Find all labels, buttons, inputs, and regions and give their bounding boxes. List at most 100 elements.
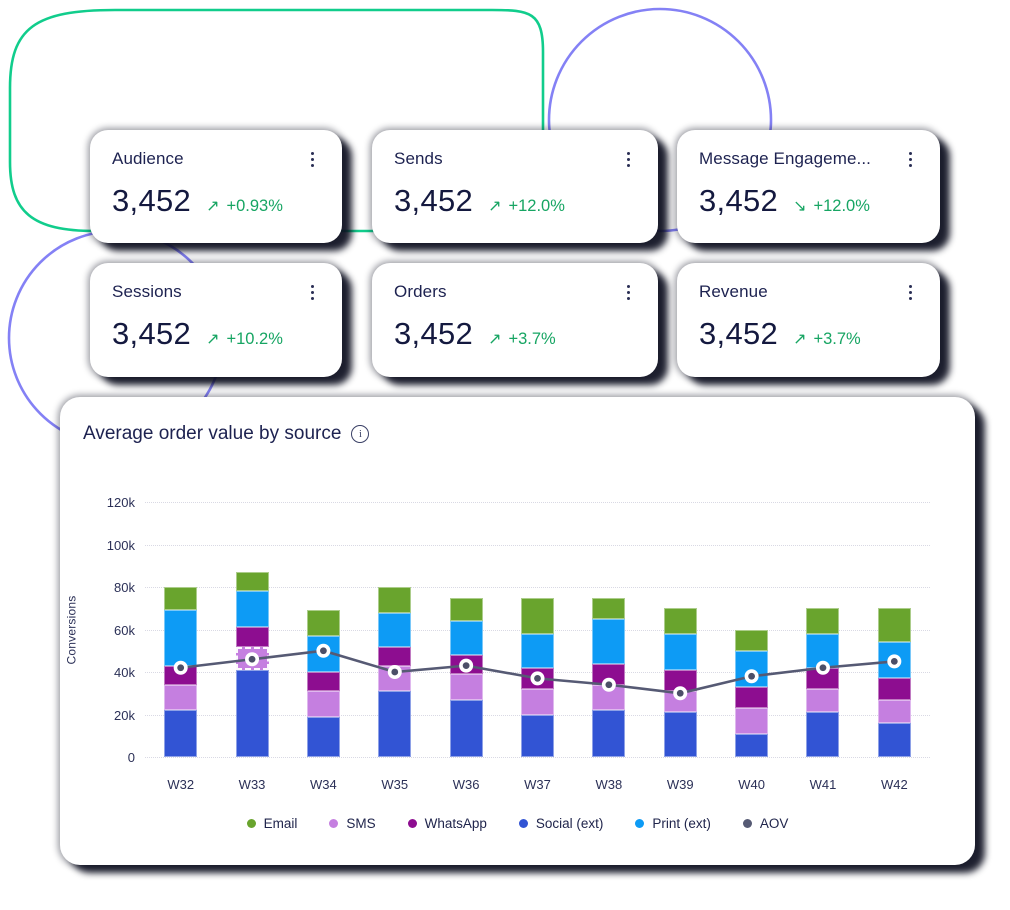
bar-segment-social-ext--w34[interactable] [306,716,340,757]
aov-marker[interactable] [387,665,402,679]
bar-segment-whatsapp-w42[interactable] [877,678,911,700]
aov-marker[interactable] [673,686,688,701]
card-menu-button[interactable] [621,149,636,170]
bar-segment-email-w37[interactable] [521,597,554,634]
aov-marker[interactable] [245,652,260,667]
x-tick-label: W39 [666,777,694,792]
card-title: Sessions [112,282,182,301]
trend-arrow-icon: ↗ [206,330,220,348]
bar-segment-sms-w40[interactable] [735,708,769,734]
bar-segment-sms-w36[interactable] [449,674,483,700]
metric-value: 3,452 [112,315,192,351]
bar-segment-social-ext--w33[interactable] [235,669,269,757]
metric-change: ↗ +10.2% [206,329,283,349]
card-menu-button[interactable] [621,282,636,303]
bar-segment-email-w32[interactable] [164,587,198,611]
change-percent: +3.7% [508,329,556,348]
bar-segment-social-ext--w42[interactable] [877,723,911,757]
info-icon[interactable]: i [351,425,370,443]
bar-segment-whatsapp-w34[interactable] [306,672,340,692]
bar-segment-sms-w42[interactable] [877,699,911,723]
y-tick-label: 80k [114,580,135,595]
bar-segment-social-ext--w37[interactable] [521,714,554,757]
y-tick-label: 120k [106,495,135,510]
aov-marker[interactable] [601,677,616,692]
legend-dot-icon [635,819,645,828]
bar-segment-email-w36[interactable] [449,597,483,621]
legend-item-print-ext-[interactable]: Print (ext) [635,816,711,831]
legend-item-email[interactable]: Email [246,816,297,831]
bar-segment-email-w39[interactable] [663,608,697,634]
bar-segment-email-w33[interactable] [235,572,269,592]
bar-segment-social-ext--w35[interactable] [378,691,412,757]
legend-label: Social (ext) [535,816,604,831]
metric-value: 3,452 [394,315,474,351]
y-tick-label: 40k [114,665,135,680]
bar-segment-social-ext--w41[interactable] [806,712,840,757]
bar-segment-whatsapp-w40[interactable] [735,686,769,709]
card-menu-button[interactable] [305,149,320,170]
stat-card-orders: Orders 3,452 ↗ +3.7% [372,263,658,377]
card-menu-button[interactable] [903,282,918,303]
change-percent: +3.7% [813,329,861,348]
aov-marker[interactable] [530,671,545,686]
card-title: Orders [394,282,447,301]
x-tick-label: W42 [880,777,908,792]
bar-segment-social-ext--w36[interactable] [449,699,483,757]
bar-segment-email-w40[interactable] [735,629,769,651]
aov-marker[interactable] [887,654,902,669]
legend-item-whatsapp[interactable]: WhatsApp [407,816,487,831]
bar-segment-sms-w37[interactable] [521,689,554,715]
trend-arrow-icon: ↗ [488,330,502,348]
legend-label: AOV [759,816,789,831]
bar-segment-email-w38[interactable] [592,597,626,619]
bar-segment-social-ext--w39[interactable] [663,712,697,757]
bar-segment-email-w42[interactable] [877,608,911,643]
bar-segment-print-ext--w39[interactable] [663,633,697,670]
bar-segment-email-w41[interactable] [806,608,840,634]
stat-card-revenue: Revenue 3,452 ↗ +3.7% [677,263,940,377]
bar-segment-print-ext--w32[interactable] [164,610,198,666]
bar-segment-print-ext--w35[interactable] [378,612,412,647]
bar-segment-email-w34[interactable] [306,610,340,636]
card-title: Revenue [699,282,768,301]
bar-segment-whatsapp-w33[interactable] [235,627,269,647]
bar-segment-print-ext--w36[interactable] [449,621,483,655]
gridline [145,757,930,758]
change-percent: +0.93% [226,196,283,215]
x-tick-label: W34 [310,777,337,792]
bar-segment-sms-w32[interactable] [164,684,198,711]
legend-dot-icon [518,819,528,828]
bar-segment-email-w35[interactable] [378,587,412,613]
aov-marker[interactable] [459,658,474,673]
metric-change: ↗ +0.93% [206,196,283,216]
bar-segment-print-ext--w33[interactable] [235,591,269,628]
change-percent: +10.2% [226,329,283,348]
bar-segment-social-ext--w38[interactable] [592,710,626,757]
bar-segment-print-ext--w37[interactable] [521,633,554,668]
metric-value: 3,452 [394,182,474,218]
metric-change: ↗ +3.7% [793,329,861,349]
change-percent: +12.0% [508,196,565,215]
chart-title: Average order value by source [83,423,342,444]
metric-change: ↗ +3.7% [488,329,556,349]
bar-segment-print-ext--w38[interactable] [592,618,626,664]
bar-segment-social-ext--w32[interactable] [164,710,198,757]
legend-item-aov[interactable]: AOV [742,816,789,831]
card-menu-button[interactable] [903,149,918,170]
bar-segment-sms-w34[interactable] [306,691,340,717]
trend-arrow-icon: ↗ [488,197,502,215]
bar-segment-social-ext--w40[interactable] [735,733,769,757]
bar-segment-whatsapp-w35[interactable] [378,646,412,666]
legend-item-social-ext-[interactable]: Social (ext) [518,816,604,831]
aov-marker[interactable] [173,660,188,675]
chart-legend: Email SMS WhatsApp Social (ext) Print (ext) A… [60,816,975,831]
legend-item-sms[interactable]: SMS [329,816,376,831]
aov-marker[interactable] [316,643,331,658]
card-menu-button[interactable] [305,282,320,303]
bar-segment-sms-w41[interactable] [806,689,840,713]
x-tick-label: W40 [738,777,765,792]
y-tick-label: 100k [106,537,135,553]
aov-marker[interactable] [744,669,759,684]
aov-marker[interactable] [815,660,830,675]
